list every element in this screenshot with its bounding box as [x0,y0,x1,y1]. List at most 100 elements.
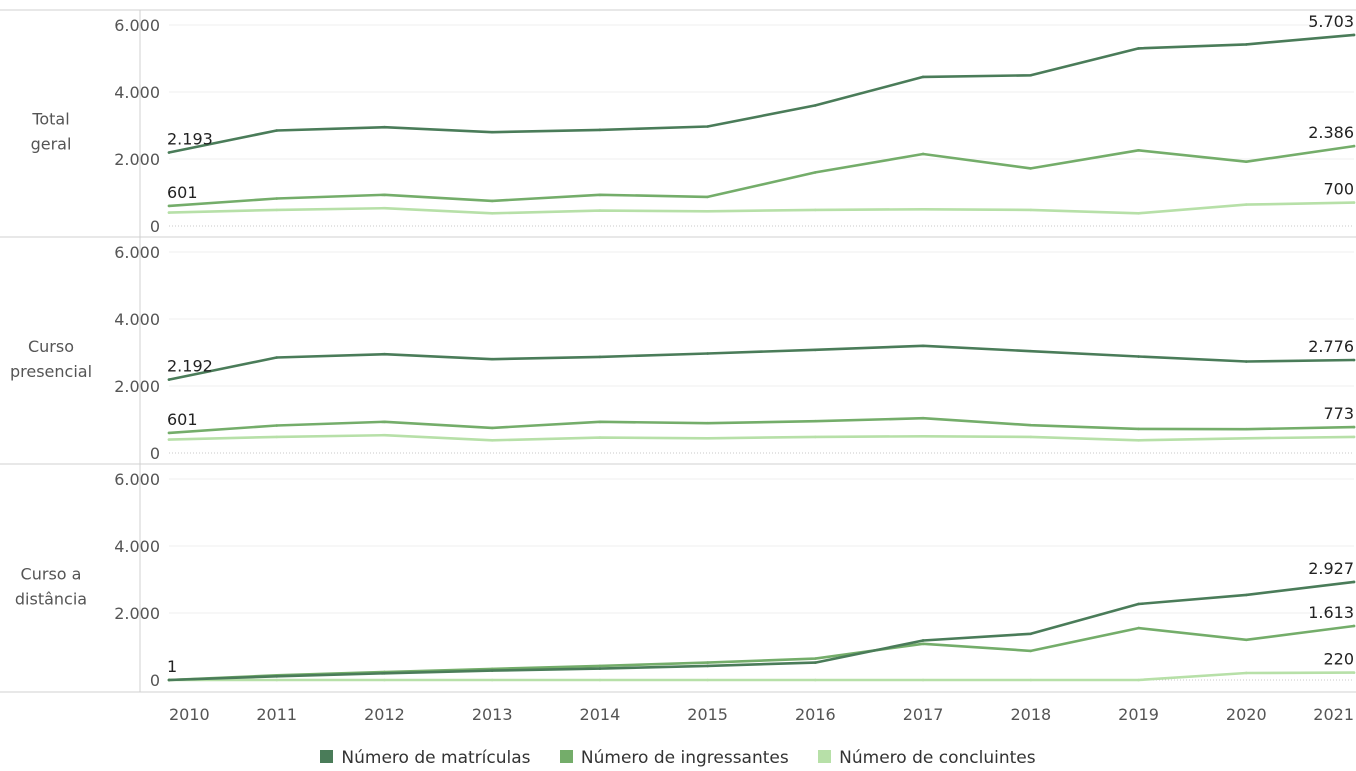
data-label-total-geral-4: 700 [1323,180,1354,199]
data-point-total-geral-1-0 [167,204,171,208]
series-line-total-geral-0 [167,33,1356,154]
x-tick-label-2020: 2020 [1226,705,1267,724]
data-point-curso-presencial-0-10 [1244,360,1248,363]
data-point-total-geral-1-9 [1137,148,1140,152]
data-point-curso-a-distancia-1-5 [706,661,709,664]
data-point-curso-presencial-1-4 [598,420,602,424]
series-line-curso-presencial-1 [167,416,1356,435]
data-point-total-geral-0-4 [598,128,602,132]
data-point-curso-a-distancia-0-1 [275,675,279,678]
data-point-curso-presencial-2-1 [275,435,279,439]
data-point-curso-presencial-0-1 [275,356,279,359]
data-point-curso-a-distancia-0-7 [921,639,925,642]
y-tick-label-curso-presencial-1: 2.000 [114,377,160,396]
data-point-curso-presencial-2-4 [598,436,602,439]
data-point-curso-presencial-1-5 [706,421,709,425]
data-label-total-geral-2: 5.703 [1308,12,1354,31]
data-point-curso-presencial-1-7 [921,416,925,420]
data-label-curso-a-distancia-2: 1.613 [1308,603,1354,622]
data-label-curso-a-distancia-3: 220 [1323,650,1354,669]
panel-label-curso-presencial-0: Curso [28,337,74,356]
panel-label-total-geral-0: Total [31,110,69,129]
data-point-total-geral-1-10 [1244,160,1248,163]
data-point-curso-a-distancia-1-9 [1137,626,1140,630]
x-tick-label-2021: 2021 [1313,705,1354,724]
data-point-curso-a-distancia-2-3 [490,678,494,682]
data-point-total-geral-0-8 [1029,73,1033,77]
data-point-total-geral-2-10 [1244,203,1248,206]
data-point-curso-presencial-0-7 [921,344,925,348]
data-label-curso-a-distancia-1: 2.927 [1308,559,1354,578]
x-tick-label-2010: 2010 [169,705,210,724]
data-point-total-geral-2-8 [1029,208,1033,212]
y-tick-label-total-geral-3: 6.000 [114,16,160,35]
data-label-total-geral-1: 601 [167,183,198,202]
x-tick-label-2012: 2012 [364,705,405,724]
data-point-curso-presencial-0-9 [1137,355,1140,358]
x-tick-label-2014: 2014 [580,705,621,724]
x-tick-label-2013: 2013 [472,705,513,724]
data-point-curso-presencial-2-7 [921,434,925,438]
data-point-curso-a-distancia-0-8 [1029,632,1033,636]
data-point-curso-presencial-0-4 [598,355,602,359]
data-label-curso-presencial-0: 2.192 [167,357,213,376]
data-point-total-geral-1-8 [1029,167,1033,170]
y-tick-label-curso-a-distancia-2: 4.000 [114,537,160,556]
legend-item-ingressantes: Número de ingressantes [559,748,789,768]
panel-label-curso-a-distancia-0: Curso a [21,565,82,584]
data-point-curso-presencial-2-2 [383,433,386,437]
data-point-total-geral-0-10 [1244,43,1248,46]
data-label-total-geral-0: 2.193 [167,130,213,149]
chart-svg: 0 2.000 4.000 6.000 Total geral 2.193 601 5.703 2… [0,9,1356,724]
data-point-total-geral-2-3 [490,211,494,215]
data-point-curso-a-distancia-1-7 [921,642,925,646]
data-point-curso-presencial-2-3 [490,438,494,442]
data-point-total-geral-0-3 [490,130,494,134]
series-line-total-geral-1 [167,144,1356,208]
data-point-curso-a-distancia-0-5 [706,664,709,668]
data-point-curso-presencial-2-5 [706,436,709,440]
data-point-curso-a-distancia-0-3 [490,669,494,672]
data-point-total-geral-1-6 [814,171,817,174]
data-label-curso-presencial-2: 2.776 [1308,337,1354,356]
data-point-curso-a-distancia-2-9 [1137,678,1140,682]
y-tick-label-curso-presencial-0: 0 [150,444,160,463]
data-point-total-geral-2-5 [706,209,709,213]
data-point-curso-a-distancia-1-4 [598,664,602,668]
legend-item-matriculas: Número de matrículas [320,748,530,768]
data-point-curso-a-distancia-2-10 [1244,671,1248,675]
series-line-curso-a-distancia-0 [167,580,1356,682]
series-line-total-geral-2 [167,201,1356,215]
y-tick-label-curso-a-distancia-0: 0 [150,671,160,690]
data-label-curso-presencial-1: 601 [167,410,198,429]
panel-label-curso-presencial-1: presencial [10,362,92,381]
x-tick-label-2019: 2019 [1118,705,1159,724]
legend-swatch-matriculas [320,750,334,763]
data-point-curso-a-distancia-0-9 [1137,602,1140,606]
data-point-total-geral-0-9 [1137,47,1140,50]
series-line-curso-a-distancia-1 [167,624,1356,682]
data-point-curso-presencial-2-10 [1244,436,1248,440]
data-point-total-geral-1-11 [1352,144,1356,148]
data-point-curso-presencial-1-10 [1244,427,1248,431]
data-label-curso-presencial-3: 773 [1323,404,1354,423]
legend-label-matriculas: Número de matrículas [341,748,531,768]
data-point-curso-a-distancia-1-11 [1352,624,1356,628]
data-point-curso-presencial-2-9 [1137,438,1140,442]
data-point-curso-presencial-0-3 [490,357,494,361]
data-point-total-geral-2-11 [1352,201,1356,204]
y-tick-label-curso-a-distancia-3: 6.000 [114,470,160,489]
legend-label-concluintes: Número de concluintes [839,748,1036,768]
data-point-curso-presencial-2-11 [1352,435,1356,439]
x-tick-label-2017: 2017 [903,705,944,724]
data-point-curso-a-distancia-2-5 [706,678,709,682]
data-point-curso-a-distancia-1-8 [1029,649,1033,653]
data-point-curso-presencial-0-5 [706,352,709,355]
data-point-total-geral-0-6 [814,104,817,107]
x-tick-label-2018: 2018 [1010,705,1051,724]
data-point-curso-presencial-1-8 [1029,423,1033,427]
data-point-total-geral-2-1 [275,208,279,212]
data-label-total-geral-3: 2.386 [1308,123,1354,142]
data-point-curso-a-distancia-2-8 [1029,678,1033,682]
data-point-curso-presencial-1-6 [814,419,817,423]
